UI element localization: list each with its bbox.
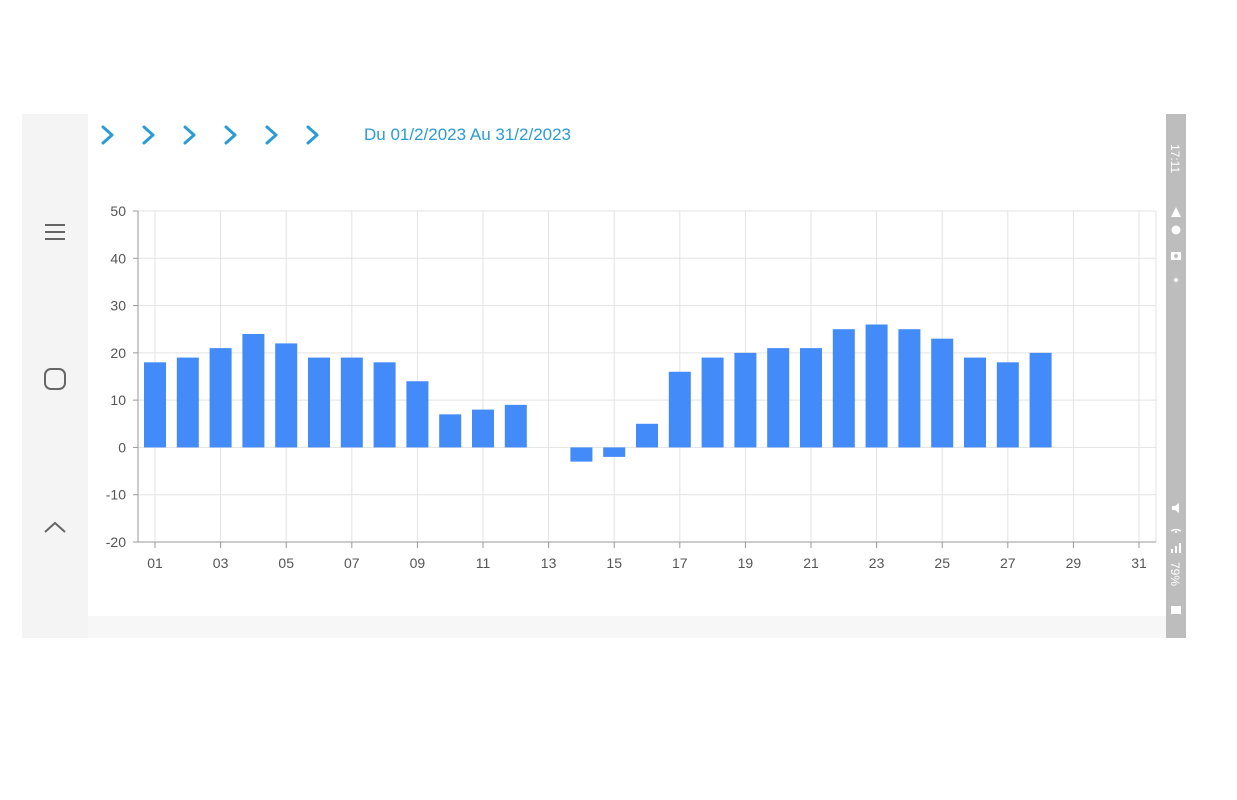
x-tick-label: 17 <box>672 555 688 571</box>
x-tick-label: 19 <box>738 555 754 571</box>
bar <box>209 348 232 448</box>
chevron-right-icon[interactable] <box>100 122 141 148</box>
x-tick-label: 27 <box>1000 555 1016 571</box>
x-tick-label: 01 <box>147 555 163 571</box>
bar <box>668 371 691 448</box>
menu-icon[interactable] <box>34 211 76 253</box>
x-tick-label: 03 <box>213 555 229 571</box>
x-tick-label: 31 <box>1131 555 1147 571</box>
bar <box>734 352 757 448</box>
y-tick-label: 40 <box>110 250 126 266</box>
wifi-icon <box>1170 520 1182 534</box>
bar <box>996 362 1019 448</box>
bar <box>308 357 330 448</box>
bar <box>603 447 626 457</box>
y-tick-label: 50 <box>110 203 126 219</box>
status-bar: 17:11 79% <box>1166 114 1186 638</box>
x-tick-label: 07 <box>344 555 360 571</box>
x-tick-label: 11 <box>476 555 491 571</box>
x-tick-label: 09 <box>410 555 426 571</box>
bar <box>275 343 298 448</box>
bar-chart: 50 40 30 20 10 0 -10 -20 01 03 05 07 09 11 13 15 17 19 21 2… <box>106 203 1157 571</box>
battery-icon <box>1171 602 1181 614</box>
y-tick-label: -10 <box>106 487 126 503</box>
back-icon[interactable] <box>34 506 76 548</box>
x-tick-label: 23 <box>869 555 885 571</box>
main-content: Du 01/2/2023 Au 31/2/2023 50 40 30 20 10 0 -10… <box>88 114 1166 638</box>
x-tick-label: 29 <box>1066 555 1082 571</box>
dot-icon <box>1171 272 1181 282</box>
bar <box>176 357 199 448</box>
bar <box>865 324 888 448</box>
bar <box>800 348 822 448</box>
bar <box>406 381 429 448</box>
mute-icon <box>1171 500 1181 513</box>
x-tick-label: 21 <box>803 555 819 571</box>
y-tick-label: 0 <box>118 439 126 455</box>
x-tick-label: 05 <box>278 555 294 571</box>
bar <box>636 423 658 448</box>
chevron-right-icon[interactable] <box>141 122 182 148</box>
y-tick-label: 10 <box>110 392 126 408</box>
bottom-strip <box>88 616 1166 638</box>
bar <box>439 414 462 448</box>
x-tick-label: 25 <box>934 555 950 571</box>
phone-screen: Du 01/2/2023 Au 31/2/2023 50 40 30 20 10 0 -10… <box>22 114 1186 638</box>
bar <box>964 357 986 448</box>
chevron-right-icon[interactable] <box>264 122 305 148</box>
x-tick-label: 13 <box>541 555 557 571</box>
y-tick-label: -20 <box>106 534 126 550</box>
bar <box>472 409 494 448</box>
chevron-right-icon[interactable] <box>182 122 223 148</box>
bar <box>144 362 166 448</box>
chevron-right-icon[interactable] <box>305 122 346 148</box>
bar <box>373 362 396 448</box>
y-tick-label: 20 <box>110 345 126 361</box>
camera-icon <box>1171 248 1181 260</box>
app-icon <box>1171 222 1181 235</box>
bar <box>504 404 527 448</box>
navigation-bar <box>22 114 88 638</box>
y-tick-label: 30 <box>110 298 126 314</box>
signal-icon <box>1171 540 1181 553</box>
bar <box>931 338 954 448</box>
bar <box>701 357 724 448</box>
arrow-row <box>100 122 346 148</box>
chevron-right-icon[interactable] <box>223 122 264 148</box>
status-time: 17:11 <box>1168 144 1182 174</box>
bar <box>340 357 363 448</box>
bar <box>1029 352 1052 448</box>
notification-icon <box>1171 204 1181 217</box>
bar <box>832 329 855 448</box>
x-tick-label: 15 <box>606 555 622 571</box>
bar <box>767 348 790 448</box>
battery-level: 79% <box>1168 562 1182 587</box>
bar <box>898 329 921 448</box>
bar <box>570 447 593 462</box>
date-range-label: Du 01/2/2023 Au 31/2/2023 <box>364 125 572 144</box>
home-icon[interactable] <box>34 358 76 400</box>
bar <box>242 333 265 448</box>
